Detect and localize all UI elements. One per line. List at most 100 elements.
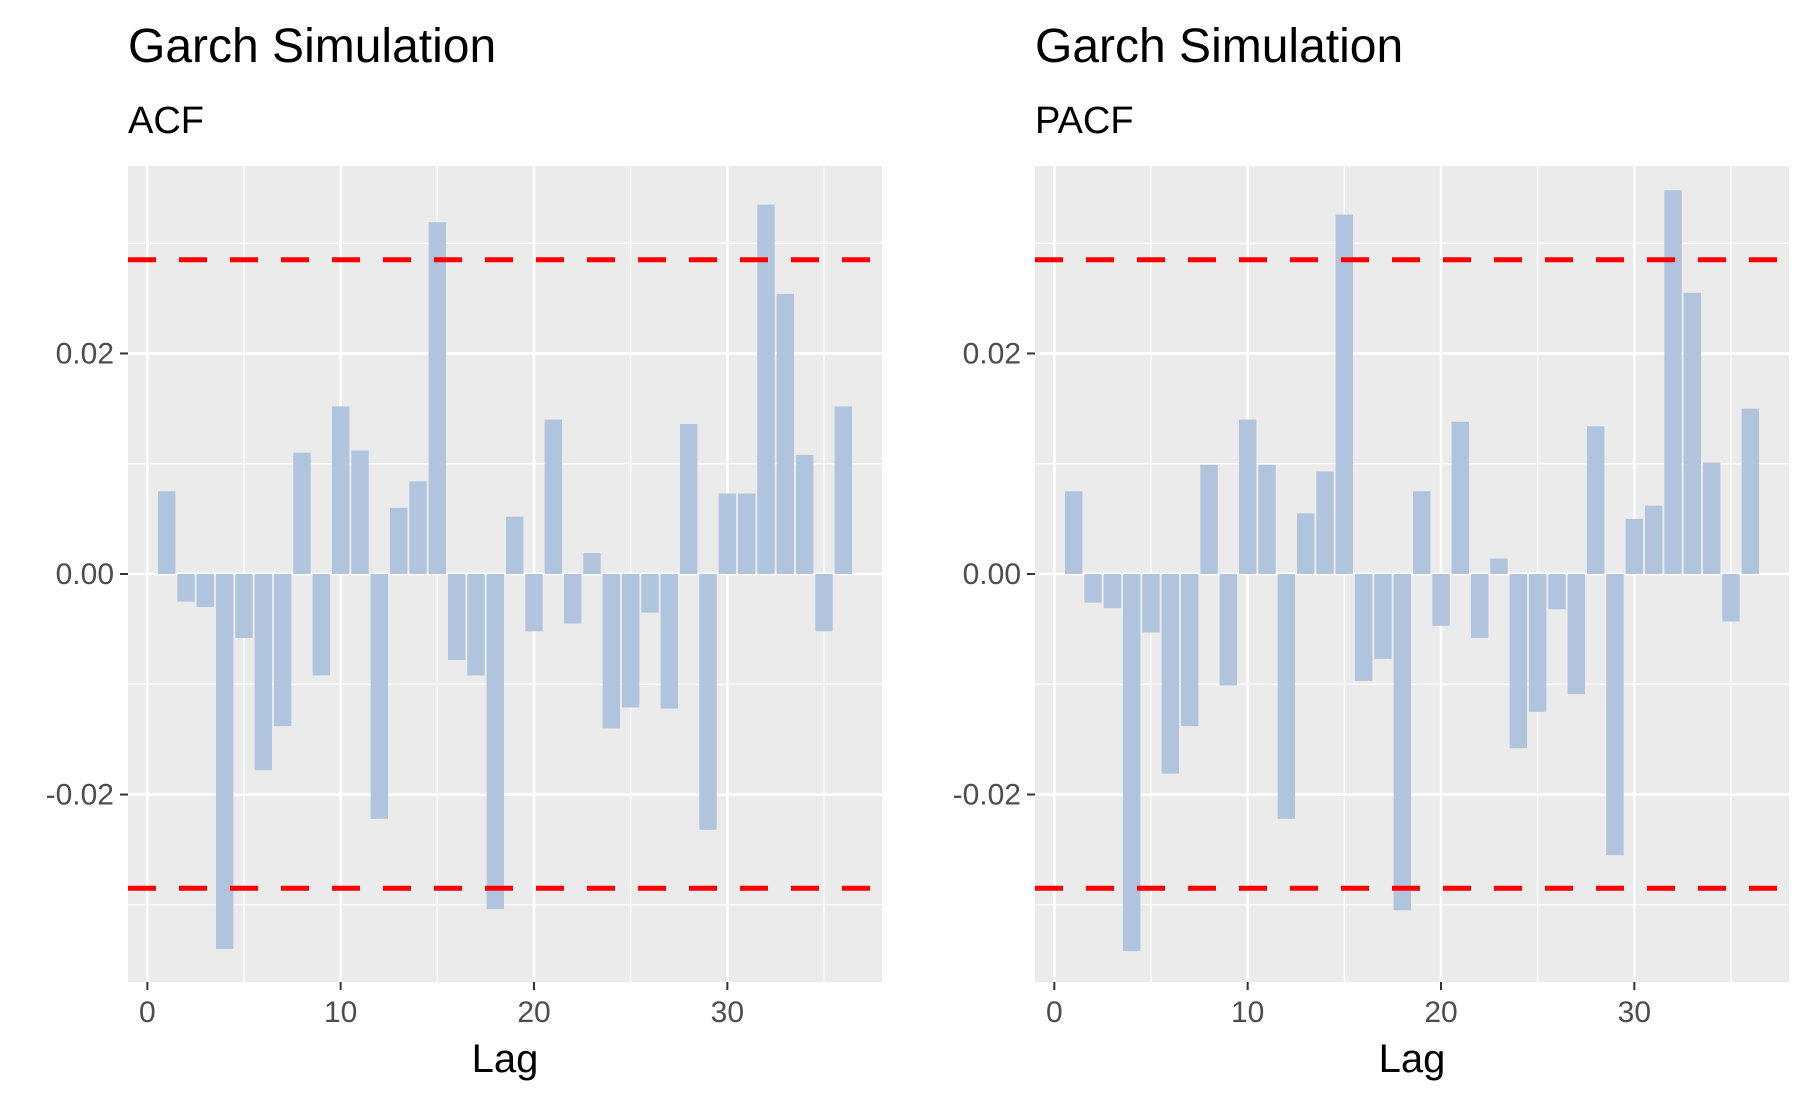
pacf-bar-lag-1 [1064,491,1083,574]
pacf-bar-lag-15 [1335,214,1354,574]
acf-x-tick-label: 0 [139,996,156,1029]
pacf-bar-lag-3 [1103,574,1122,609]
acf-confidence-lines [128,257,882,891]
acf-y-tick-label: 0.00 [56,558,114,591]
pacf-x-tick-label: 10 [1231,996,1264,1029]
pacf-bar-lag-20 [1432,574,1450,626]
pacf-y-tick-label: -0.02 [953,779,1021,812]
acf-bar-lag-18 [486,574,505,910]
acf-bar-lag-23 [583,553,601,574]
pacf-panel: Garch Simulation PACF 0 10 20 30 -0.02 0.00 0.… [953,20,1789,1081]
pacf-bar-lag-6 [1161,574,1180,774]
acf-axes: 0 10 20 30 -0.02 0.00 0.02 [46,337,744,1029]
pacf-bar-lag-30 [1625,518,1644,574]
pacf-bar-lag-7 [1180,574,1199,727]
pacf-bar-lag-16 [1354,574,1373,681]
acf-x-tick-label: 30 [711,996,744,1029]
pacf-bar-lag-4 [1122,574,1141,952]
pacf-bar-lag-27 [1567,574,1586,695]
pacf-bar-lag-23 [1490,558,1508,574]
pacf-x-tick-label: 0 [1046,996,1063,1029]
acf-bar-lag-21 [544,419,563,574]
acf-bar-lag-8 [293,452,311,574]
acf-bar-lag-34 [795,454,814,574]
acf-x-tick-label: 20 [517,996,550,1029]
acf-bar-lag-5 [235,574,253,638]
acf-bar-lag-26 [641,574,659,613]
pacf-bars [1064,190,1760,952]
pacf-bar-lag-34 [1702,462,1721,574]
acf-y-tick-label: -0.02 [46,779,114,812]
pacf-bar-lag-17 [1374,574,1392,659]
acf-bar-lag-4 [215,574,234,949]
acf-x-axis-title: Lag [472,1037,539,1081]
acf-bar-lag-2 [177,574,195,602]
pacf-bar-lag-9 [1219,574,1238,686]
pacf-bar-lag-12 [1277,574,1296,819]
pacf-y-tick-label: 0.02 [963,337,1021,370]
acf-bar-lag-19 [505,516,524,574]
acf-bar-lag-9 [312,574,331,676]
acf-bar-lag-11 [351,450,369,574]
pacf-title: Garch Simulation [1035,20,1403,73]
pacf-confidence-lines [1035,257,1789,891]
acf-bar-lag-1 [157,491,176,574]
acf-bar-lag-27 [660,574,679,709]
pacf-bar-lag-29 [1606,574,1624,856]
acf-bar-lag-33 [776,293,795,574]
pacf-subtitle: PACF [1035,100,1134,142]
acf-bar-lag-24 [602,574,621,729]
acf-title: Garch Simulation [128,20,496,73]
pacf-bar-lag-2 [1084,574,1102,603]
acf-bar-lag-15 [428,222,447,574]
pacf-bar-lag-24 [1509,574,1528,749]
acf-bar-lag-7 [273,574,292,727]
pacf-bar-lag-13 [1296,513,1315,574]
pacf-x-tick-label: 30 [1618,996,1651,1029]
acf-bar-lag-6 [254,574,273,771]
pacf-bar-lag-5 [1142,574,1160,633]
pacf-bar-lag-18 [1393,574,1412,911]
pacf-bar-lag-28 [1586,426,1605,574]
acf-bar-lag-36 [834,406,853,574]
pacf-bar-lag-8 [1200,464,1218,574]
pacf-bar-lag-32 [1664,190,1682,574]
acf-bar-lag-10 [331,406,350,574]
pacf-bar-lag-19 [1412,491,1431,574]
acf-bar-lag-32 [757,204,775,574]
pacf-bar-lag-11 [1258,464,1276,574]
acf-bar-lag-28 [679,424,698,574]
pacf-bar-lag-35 [1722,574,1740,622]
acf-y-tick-label: 0.02 [56,337,114,370]
acf-bar-lag-30 [718,493,737,574]
pacf-x-axis-title: Lag [1379,1037,1446,1081]
acf-bar-lag-3 [196,574,215,608]
acf-bar-lag-16 [447,574,466,661]
acf-bar-lag-25 [621,574,640,708]
acf-bars [157,204,853,949]
acf-panel: Garch Simulation ACF 0 10 20 30 -0.02 0.00 0.0… [46,20,882,1081]
acf-bar-lag-35 [815,574,833,632]
pacf-y-tick-label: 0.00 [963,558,1021,591]
acf-bar-lag-17 [467,574,485,676]
acf-x-tick-label: 10 [324,996,357,1029]
pacf-bar-lag-33 [1683,292,1702,574]
pacf-bar-lag-31 [1644,505,1663,574]
acf-bar-lag-20 [525,574,543,632]
pacf-bar-lag-25 [1528,574,1547,712]
pacf-bar-lag-26 [1548,574,1566,610]
acf-bar-lag-31 [737,493,756,574]
pacf-bar-lag-22 [1470,574,1489,638]
acf-bar-lag-22 [563,574,582,624]
pacf-bar-lag-36 [1741,408,1760,574]
acf-bar-lag-29 [699,574,717,830]
acf-bar-lag-13 [389,507,408,574]
pacf-bar-lag-21 [1451,421,1470,574]
pacf-bar-lag-14 [1316,471,1334,574]
acf-subtitle: ACF [128,100,204,142]
acf-bar-lag-14 [409,481,427,574]
pacf-x-tick-label: 20 [1424,996,1457,1029]
acf-bar-lag-12 [370,574,389,819]
pacf-bar-lag-10 [1238,419,1257,574]
